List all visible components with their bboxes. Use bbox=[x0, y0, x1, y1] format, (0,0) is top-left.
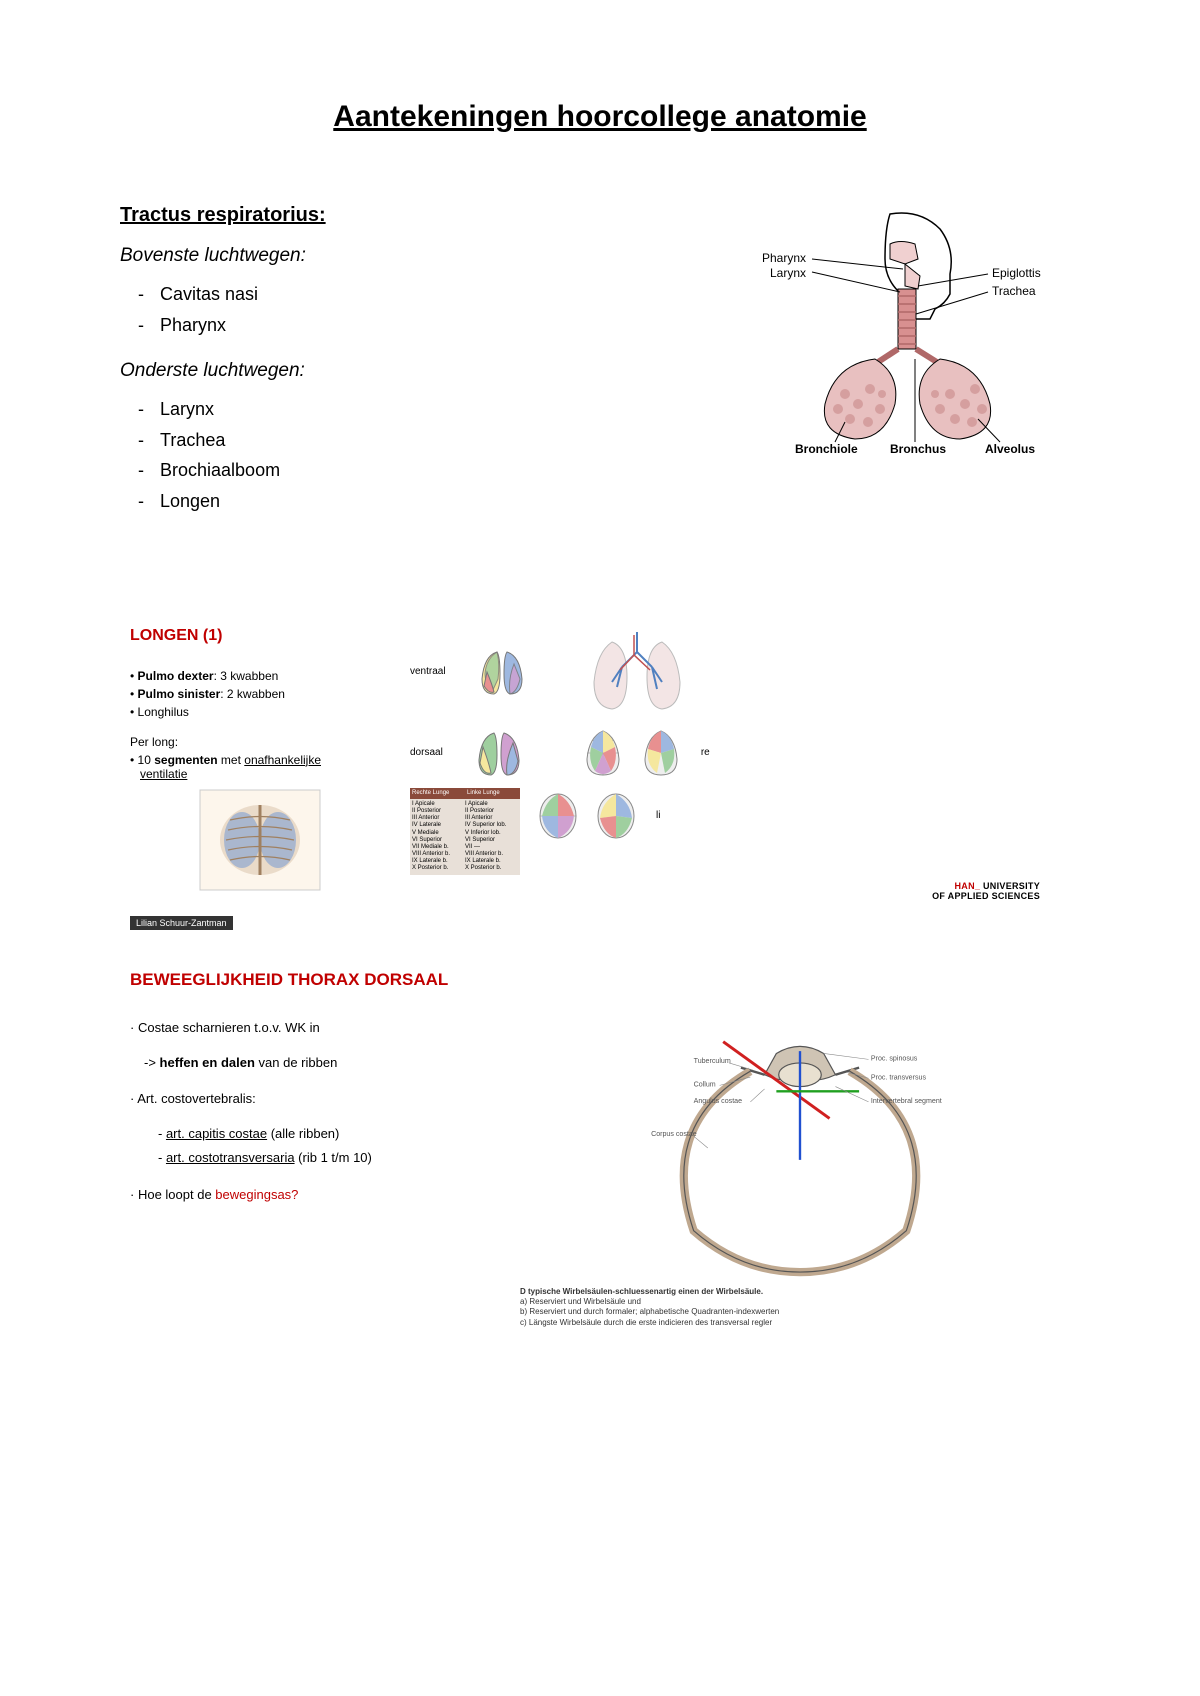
li-label: li bbox=[656, 810, 660, 821]
label-bronchus: Bronchus bbox=[890, 442, 946, 456]
list-item: Pharynx bbox=[160, 310, 420, 341]
page-title: Aantekeningen hoorcollege anatomie bbox=[120, 100, 1080, 134]
segments-line: • 10 segmenten met onafhankelijke bbox=[130, 753, 390, 767]
segment-thumb bbox=[592, 788, 640, 843]
segment-thumb bbox=[579, 725, 627, 780]
upper-airways-heading: Bovenste luchtwegen: bbox=[120, 245, 420, 267]
heffen-line: -> heffen en dalen van de ribben bbox=[130, 1053, 490, 1073]
lung-thumb-dorsal bbox=[469, 725, 529, 780]
segment-table: Rechte Lunge Linke Lunge I ApicaleII Pos… bbox=[410, 788, 520, 875]
upper-airways-list: Cavitas nasi Pharynx bbox=[120, 279, 420, 340]
svg-text:Tuberculum: Tuberculum bbox=[694, 1056, 731, 1064]
rib-caption: D typische Wirbelsäulen-schluessenartig … bbox=[520, 1287, 1080, 1329]
rib-diagram: Tuberculum Collum Angulus costae Proc. s… bbox=[520, 1018, 1080, 1278]
list-item: Longen bbox=[160, 486, 420, 517]
respiratory-diagram: Pharynx Larynx Epiglottis Trachea Bronch… bbox=[740, 204, 1080, 454]
label-pharynx: Pharynx bbox=[762, 251, 806, 265]
svg-text:Corpus costae: Corpus costae bbox=[651, 1130, 697, 1138]
beweeg-title: BEWEEGLIJKHEID THORAX DORSAAL bbox=[130, 970, 1080, 990]
list-item: Longhilus bbox=[130, 703, 390, 721]
list-item: Pulmo sinister: 2 kwabben bbox=[130, 685, 390, 703]
svg-text:Angulus costae: Angulus costae bbox=[694, 1097, 742, 1105]
per-long-label: Per long: bbox=[130, 735, 390, 749]
beweeglijkheid-section: BEWEEGLIJKHEID THORAX DORSAAL · Costae s… bbox=[120, 970, 1080, 1329]
svg-text:Collum: Collum bbox=[694, 1080, 716, 1088]
art-capitis: - art. capitis costae (alle ribben) bbox=[130, 1124, 490, 1144]
ventraal-label: ventraal bbox=[410, 666, 446, 677]
re-label: re bbox=[701, 747, 710, 758]
longen-bullets: Pulmo dexter: 3 kwabben Pulmo sinister: … bbox=[130, 667, 390, 721]
list-item: Brochiaalboom bbox=[160, 455, 420, 486]
list-item: Trachea bbox=[160, 425, 420, 456]
costae-line: · Costae scharnieren t.o.v. WK in bbox=[130, 1018, 490, 1038]
svg-text:Proc. spinosus: Proc. spinosus bbox=[871, 1054, 918, 1062]
svg-text:Proc. transversus: Proc. transversus bbox=[871, 1073, 927, 1081]
lower-airways-heading: Onderste luchtwegen: bbox=[120, 360, 420, 382]
longen-title: LONGEN (1) bbox=[130, 627, 390, 645]
segment-thumb bbox=[637, 725, 685, 780]
lung-thumb-ventral bbox=[472, 644, 532, 699]
label-larynx: Larynx bbox=[770, 266, 806, 280]
longen-slide: LONGEN (1) Pulmo dexter: 3 kwabben Pulmo… bbox=[120, 627, 1080, 930]
art-label: · Art. costovertebralis: bbox=[130, 1089, 490, 1109]
segments-line2: ventilatie bbox=[130, 767, 390, 781]
dorsaal-label: dorsaal bbox=[410, 747, 443, 758]
list-item: Larynx bbox=[160, 394, 420, 425]
lower-airways-list: Larynx Trachea Brochiaalboom Longen bbox=[120, 394, 420, 516]
tractus-section: Tractus respiratorius: Bovenste luchtweg… bbox=[120, 204, 1080, 537]
tractus-heading: Tractus respiratorius: bbox=[120, 204, 420, 227]
han-footer: HAN_ UNIVERSITYOF APPLIED SCIENCES bbox=[410, 881, 1040, 901]
svg-text:Intervertebral segment: Intervertebral segment bbox=[871, 1097, 942, 1105]
art-costotrans: - art. costotransversaria (rib 1 t/m 10) bbox=[130, 1148, 490, 1168]
label-epiglottis: Epiglottis bbox=[992, 266, 1041, 280]
label-alveolus: Alveolus bbox=[985, 442, 1035, 456]
skeleton-thumb bbox=[190, 785, 330, 895]
list-item: Cavitas nasi bbox=[160, 279, 420, 310]
label-trachea: Trachea bbox=[992, 284, 1036, 298]
bronchial-tree-thumb bbox=[582, 627, 692, 717]
bewegingsas-q: · Hoe loopt de bewegingsas? bbox=[130, 1185, 490, 1205]
segment-thumb bbox=[534, 788, 582, 843]
list-item: Pulmo dexter: 3 kwabben bbox=[130, 667, 390, 685]
label-bronchiole: Bronchiole bbox=[795, 442, 858, 456]
author-badge: Lilian Schuur-Zantman bbox=[130, 916, 233, 930]
